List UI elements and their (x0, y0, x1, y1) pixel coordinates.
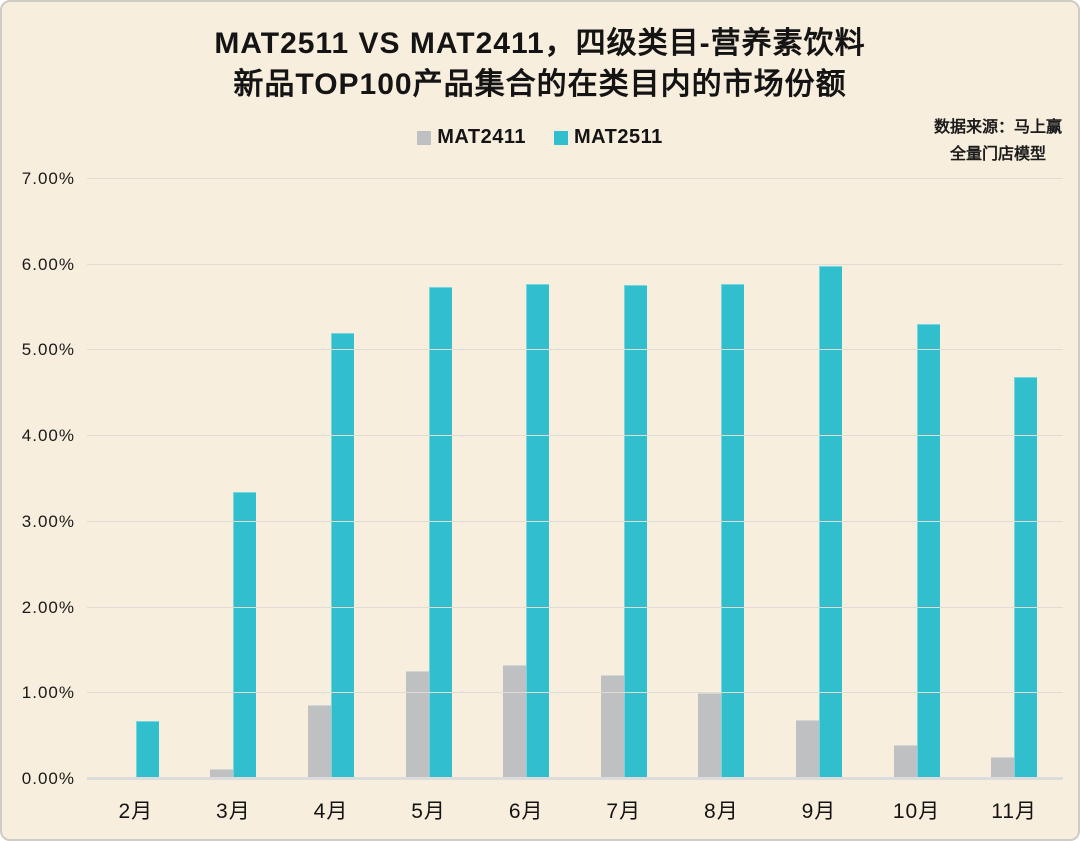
bar-group-11月 (965, 179, 1063, 779)
x-tick-label-11月: 11月 (991, 800, 1038, 823)
bar-group-3月 (185, 179, 283, 779)
bar-MAT2411-6月 (503, 665, 527, 779)
gridline (87, 520, 1063, 522)
bar-group-10月 (868, 179, 966, 779)
bar-MAT2511-3月 (233, 491, 257, 779)
legend-item-mat2411: MAT2411 (417, 126, 526, 149)
bar-MAT2511-5月 (428, 287, 452, 779)
y-tick-label: 3.00% (21, 511, 75, 531)
bar-MAT2411-4月 (307, 705, 331, 779)
x-tick-label-8月: 8月 (704, 800, 739, 823)
bar-MAT2511-10月 (916, 323, 940, 779)
x-axis-baseline (87, 777, 1063, 780)
gridline (87, 692, 1063, 694)
bar-MAT2411-11月 (991, 756, 1015, 779)
bar-group-6月 (477, 179, 575, 779)
bar-group-2月 (87, 179, 185, 779)
x-tick-label-5月: 5月 (411, 800, 446, 823)
y-tick-label: 2.00% (21, 597, 75, 617)
y-tick-label: 7.00% (21, 169, 75, 188)
bar-MAT2411-5月 (405, 671, 429, 779)
gridline (87, 606, 1063, 608)
chart-title-line2: 新品TOP100产品集合的在类目内的市场份额 (233, 68, 847, 101)
legend: MAT2411 MAT2511 (2, 126, 1078, 149)
bar-group-9月 (770, 179, 868, 779)
bar-group-4月 (282, 179, 380, 779)
gridline (87, 349, 1063, 351)
bar-MAT2511-6月 (526, 283, 550, 779)
y-tick-label: 5.00% (21, 340, 75, 360)
x-axis: 2月 3月 4月 5月 6月 7月 8月 9月 10月 11月 (87, 795, 1063, 825)
x-tick-label-6月: 6月 (508, 800, 544, 823)
bar-group-5月 (380, 179, 478, 779)
y-tick-label: 0.00% (21, 769, 75, 788)
data-source-line2: 全量门店模型 (949, 146, 1046, 163)
y-tick-label: 4.00% (21, 426, 75, 446)
bar-MAT2411-3月 (210, 768, 234, 779)
legend-swatch-mat2411-icon (417, 130, 432, 145)
legend-label-mat2511: MAT2511 (574, 126, 663, 148)
bar-MAT2511-8月 (721, 284, 745, 779)
data-source-note: 数据来源：马上赢 全量门店模型 (934, 114, 1062, 168)
bar-group-7月 (575, 179, 673, 779)
bar-MAT2511-9月 (818, 265, 842, 779)
x-tick-label-7月: 7月 (606, 800, 642, 823)
x-tick-label-9月: 9月 (801, 800, 837, 823)
bar-MAT2511-11月 (1014, 377, 1038, 779)
gridline (87, 435, 1063, 437)
bars-layer (87, 179, 1063, 779)
chart-title-line1: MAT2511 VS MAT2411，四级类目-营养素饮料 (214, 27, 866, 60)
x-tick-label-3月: 3月 (216, 800, 251, 823)
y-tick-label: 1.00% (21, 683, 75, 703)
bar-MAT2411-9月 (795, 719, 819, 779)
legend-item-mat2511: MAT2511 (554, 126, 663, 149)
x-tick-label-4月: 4月 (313, 800, 349, 823)
chart-title: MAT2511 VS MAT2411，四级类目-营养素饮料 新品TOP100产品… (2, 23, 1078, 105)
bar-MAT2511-4月 (330, 333, 354, 779)
x-tick-label-10月: 10月 (892, 800, 941, 823)
legend-label-mat2411: MAT2411 (437, 126, 526, 148)
plot-area (87, 178, 1063, 780)
bar-MAT2411-8月 (698, 693, 722, 779)
bar-MAT2511-2月 (135, 720, 159, 779)
bar-group-8月 (673, 179, 771, 779)
bar-MAT2511-7月 (623, 285, 647, 779)
y-tick-label: 6.00% (21, 254, 75, 274)
legend-swatch-mat2511-icon (554, 130, 568, 145)
bar-MAT2411-10月 (893, 744, 917, 779)
bar-MAT2411-7月 (600, 675, 624, 779)
x-tick-label-2月: 2月 (118, 800, 154, 823)
gridline (87, 178, 1063, 179)
gridline (87, 263, 1063, 265)
y-axis: 0.00% 1.00% 2.00% 3.00% 4.00% 5.00% 6.00% 7.00% (2, 169, 80, 788)
data-source-line1: 数据来源：马上赢 (933, 119, 1062, 136)
